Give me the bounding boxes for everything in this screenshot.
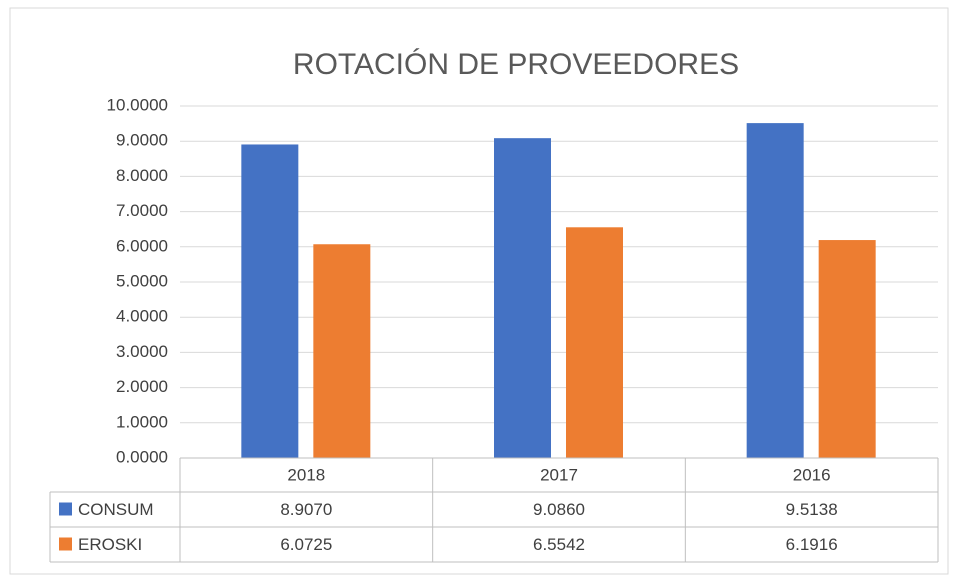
y-tick-label: 0.0000 bbox=[116, 447, 168, 466]
chart-title: ROTACIÓN DE PROVEEDORES bbox=[293, 48, 739, 81]
y-tick-label: 7.0000 bbox=[116, 201, 168, 220]
table-value: 6.1916 bbox=[786, 535, 838, 554]
chart-area bbox=[9, 7, 949, 575]
y-tick-label: 3.0000 bbox=[116, 342, 168, 361]
y-tick-label: 10.0000 bbox=[107, 95, 168, 114]
y-tick-label: 9.0000 bbox=[116, 131, 168, 150]
y-tick-label: 1.0000 bbox=[116, 412, 168, 431]
bar bbox=[494, 138, 551, 459]
table-value: 9.5138 bbox=[786, 500, 838, 519]
bar bbox=[566, 227, 623, 458]
bar bbox=[313, 244, 371, 458]
bar bbox=[241, 144, 299, 458]
table-value: 6.0725 bbox=[280, 535, 332, 554]
table-value: 6.5542 bbox=[533, 535, 585, 554]
x-tick-label: 2016 bbox=[793, 465, 831, 484]
y-tick-label: 4.0000 bbox=[116, 307, 168, 326]
table-value: 9.0860 bbox=[533, 500, 585, 519]
legend-label: EROSKI bbox=[78, 535, 142, 554]
bar bbox=[746, 123, 804, 458]
x-tick-label: 2017 bbox=[540, 465, 578, 484]
legend-swatch bbox=[59, 537, 72, 551]
y-tick-label: 8.0000 bbox=[116, 166, 168, 185]
table-value: 8.9070 bbox=[280, 500, 332, 519]
legend-label: CONSUM bbox=[78, 500, 154, 519]
legend-swatch bbox=[59, 502, 72, 516]
y-tick-label: 6.0000 bbox=[116, 236, 168, 255]
bar bbox=[818, 240, 876, 458]
y-tick-label: 5.0000 bbox=[116, 271, 168, 290]
y-tick-label: 2.0000 bbox=[116, 377, 168, 396]
x-tick-label: 2018 bbox=[287, 465, 325, 484]
